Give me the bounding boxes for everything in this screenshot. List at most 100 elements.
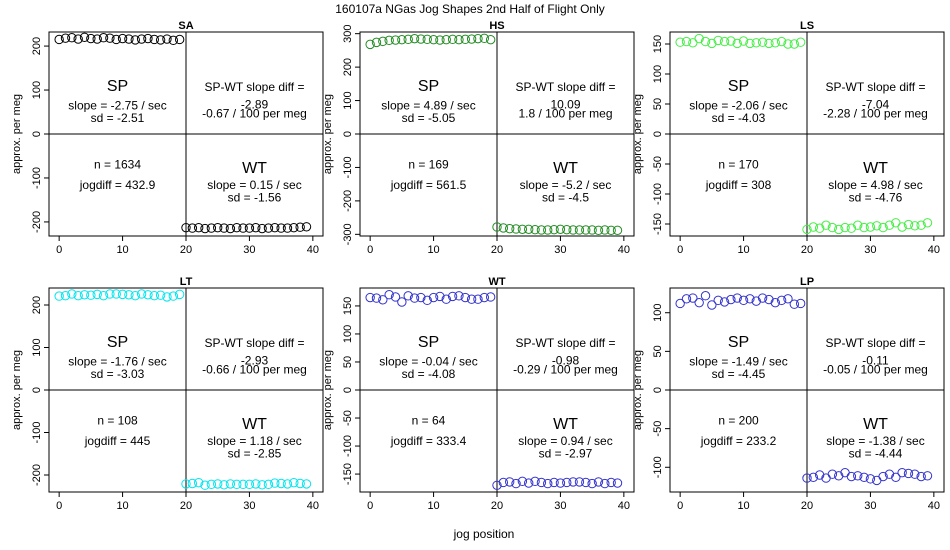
sp-point <box>694 33 704 44</box>
y-tick-label: 0 <box>342 387 354 393</box>
wt-point <box>922 218 933 228</box>
figure-title: 160107a NGas Jog Shapes 2nd Half of Flig… <box>335 2 605 16</box>
y-tick-label: 100 <box>652 65 664 83</box>
wt-point <box>587 478 597 489</box>
sp-point <box>124 34 134 44</box>
x-tick-label: 40 <box>928 244 940 256</box>
x-tick-label: 0 <box>677 244 683 256</box>
wt-point <box>232 479 242 490</box>
sp-point <box>726 294 736 305</box>
x-tick-label: 40 <box>928 500 940 512</box>
x-tick-label: 30 <box>554 500 566 512</box>
y-tick-label: -150 <box>342 463 354 485</box>
sp-point <box>454 34 464 45</box>
wt-label: WT <box>863 416 888 433</box>
wt-slope: slope = 1.18 / sec <box>207 434 301 448</box>
x-tick-label: 20 <box>491 244 503 256</box>
x-tick-label: 40 <box>618 500 630 512</box>
sp-point <box>60 290 71 301</box>
wt-point <box>910 469 920 479</box>
sp-point <box>485 34 496 45</box>
wt-point <box>897 222 907 232</box>
x-tick-label: 30 <box>243 244 255 256</box>
sp-slope: slope = -0.04 / sec <box>379 355 477 369</box>
wt-point <box>878 471 888 482</box>
sp-point <box>745 294 755 304</box>
y-tick-label: -200 <box>342 190 354 212</box>
y-tick-label: -100 <box>342 435 354 457</box>
y-tick-label: -50 <box>342 410 354 426</box>
wt-point <box>276 478 286 489</box>
wt-point <box>897 467 907 478</box>
sp-point <box>111 289 121 299</box>
x-tick-label: 10 <box>737 500 749 512</box>
sp-point <box>390 35 401 45</box>
x-tick-label: 0 <box>56 500 62 512</box>
sp-point <box>130 35 140 45</box>
sp-sd: sd = -5.05 <box>402 111 456 125</box>
wt-point <box>543 225 553 235</box>
sp-point <box>485 292 496 302</box>
x-tick-label: 20 <box>180 244 192 256</box>
x-tick-label: 10 <box>116 244 128 256</box>
sp-point <box>757 37 768 47</box>
panel-hs: HS 0 10 20 30 40 -300 -200 -100 0 100 200 300 approx.… <box>322 20 635 256</box>
sp-point <box>174 34 185 45</box>
panel-title: LS <box>800 20 814 32</box>
wt-point <box>181 222 191 233</box>
sp-point <box>416 34 426 44</box>
wt-point <box>568 225 578 235</box>
sp-point <box>713 295 723 306</box>
slope-diff-value: -0.98 <box>552 354 580 368</box>
sp-point <box>776 295 787 306</box>
sp-point <box>365 39 375 50</box>
wt-point <box>543 478 553 489</box>
sp-point <box>422 295 432 306</box>
sp-point <box>441 34 451 45</box>
sp-point <box>155 290 166 300</box>
sp-point <box>54 291 64 301</box>
wt-point <box>511 224 521 234</box>
sp-point <box>751 38 761 48</box>
x-tick-label: 10 <box>427 244 439 256</box>
sp-point <box>795 37 806 47</box>
sp-point <box>409 33 420 44</box>
wt-point <box>808 222 819 232</box>
sp-point <box>700 36 711 47</box>
slope-diff-title: SP-WT slope diff = <box>205 336 305 350</box>
sp-point <box>707 300 717 310</box>
wt-point <box>846 471 857 482</box>
sp-point <box>378 36 388 47</box>
sp-point <box>454 291 464 301</box>
wt-sd: sd = -4.5 <box>542 190 589 204</box>
wt-slope: slope = 0.94 / sec <box>518 434 612 448</box>
sp-point <box>428 34 439 45</box>
y-axis-label: approx. per meg <box>11 350 23 430</box>
x-tick-label: 0 <box>367 244 373 256</box>
wt-point <box>606 477 616 488</box>
sp-point <box>136 289 147 299</box>
sp-point <box>783 294 793 304</box>
sp-point <box>466 294 477 304</box>
sp-point <box>384 290 394 300</box>
wt-point <box>206 223 217 233</box>
wt-point <box>504 223 515 234</box>
slope-diff-value: -0.11 <box>862 354 889 368</box>
wt-point <box>612 225 623 236</box>
y-tick-label: -100 <box>652 456 664 478</box>
sp-sd: sd = -2.51 <box>91 111 145 125</box>
sp-point <box>136 34 147 44</box>
sp-point <box>422 34 432 45</box>
jogdiff: jogdiff = 233.2 <box>700 434 777 448</box>
sp-point <box>162 292 172 302</box>
wt-point <box>289 222 299 233</box>
sp-point <box>79 290 90 300</box>
slope-diff-title: SP-WT slope diff = <box>516 80 616 94</box>
wt-point <box>859 222 869 233</box>
sp-point <box>675 298 685 309</box>
sp-point <box>688 293 698 303</box>
sp-point <box>435 291 445 302</box>
wt-label: WT <box>863 160 888 177</box>
sp-point <box>738 36 749 46</box>
wt-point <box>225 223 236 234</box>
